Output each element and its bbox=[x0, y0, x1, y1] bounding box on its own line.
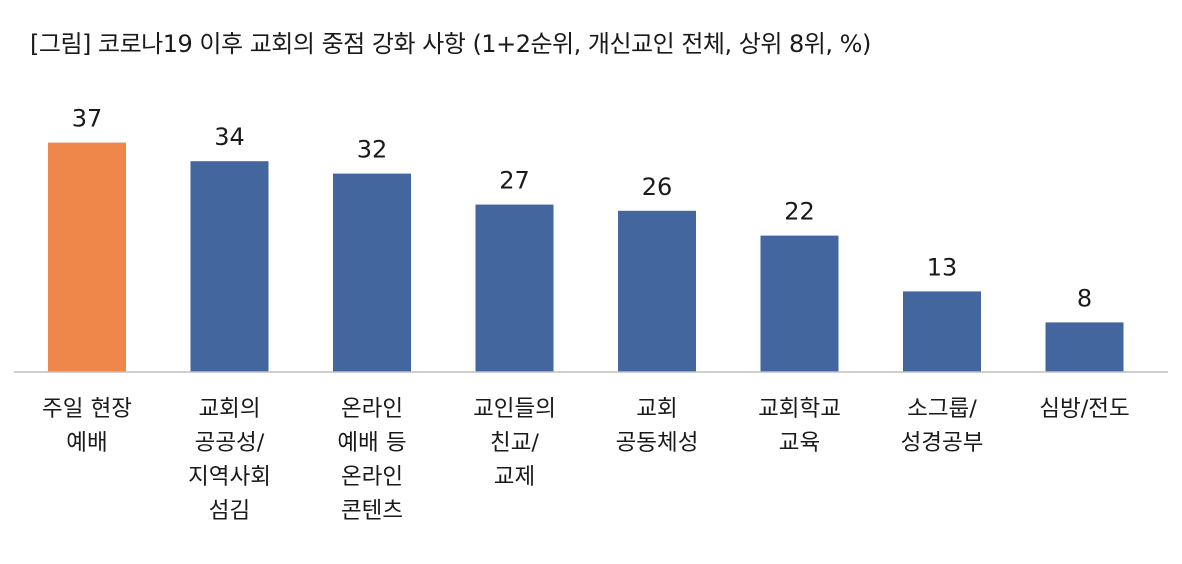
category-label-line: 예배 bbox=[66, 430, 107, 456]
bar-value-label: 13 bbox=[927, 253, 958, 281]
category-label-line: 지역사회 bbox=[188, 464, 271, 490]
category-label-line: 교회학교 bbox=[758, 396, 841, 422]
category-label-line: 교제 bbox=[494, 464, 535, 490]
bar-value-label: 34 bbox=[214, 123, 245, 151]
bar bbox=[48, 142, 126, 372]
category-label-line: 교회 bbox=[636, 396, 677, 422]
bar-value-label: 32 bbox=[357, 136, 388, 164]
bar bbox=[618, 210, 696, 372]
bar-value-label: 37 bbox=[72, 105, 103, 133]
category-label-line: 온라인 bbox=[341, 396, 403, 422]
bar bbox=[333, 173, 411, 372]
bar bbox=[903, 291, 981, 372]
bar bbox=[1045, 322, 1124, 372]
category-label-line: 예배 등 bbox=[337, 430, 406, 456]
category-label-line: 교육 bbox=[779, 430, 820, 456]
category-label-line: 친교/ bbox=[490, 430, 539, 456]
category-label-line: 콘텐츠 bbox=[341, 498, 403, 524]
bar-value-label: 27 bbox=[499, 167, 530, 195]
bar bbox=[475, 204, 554, 372]
bar-value-label: 26 bbox=[642, 173, 673, 201]
bar-value-label: 22 bbox=[784, 198, 815, 226]
bars-layer bbox=[48, 142, 1124, 372]
bar bbox=[190, 161, 269, 372]
category-label-line: 주일 현장 bbox=[42, 396, 132, 422]
value-labels-layer: 37 34 32 27 26 22 13 8 bbox=[72, 105, 1092, 313]
category-label-line: 교회의 bbox=[198, 396, 260, 422]
category-label-line: 성경공부 bbox=[901, 430, 984, 456]
category-label-line: 교인들의 bbox=[473, 396, 556, 422]
category-label-line: 소그룹/ bbox=[907, 396, 977, 422]
category-label-line: 심방/전도 bbox=[1039, 396, 1129, 422]
category-label-line: 공공성/ bbox=[195, 430, 265, 456]
category-label-line: 섬김 bbox=[209, 498, 250, 524]
bar-value-label: 8 bbox=[1077, 284, 1092, 312]
bar bbox=[760, 235, 839, 372]
chart-title: [그림] 코로나19 이후 교회의 중점 강화 사항 (1+2순위, 개신교인 … bbox=[30, 30, 871, 58]
category-label-line: 온라인 bbox=[341, 464, 403, 490]
category-label-line: 공동체성 bbox=[616, 430, 699, 456]
